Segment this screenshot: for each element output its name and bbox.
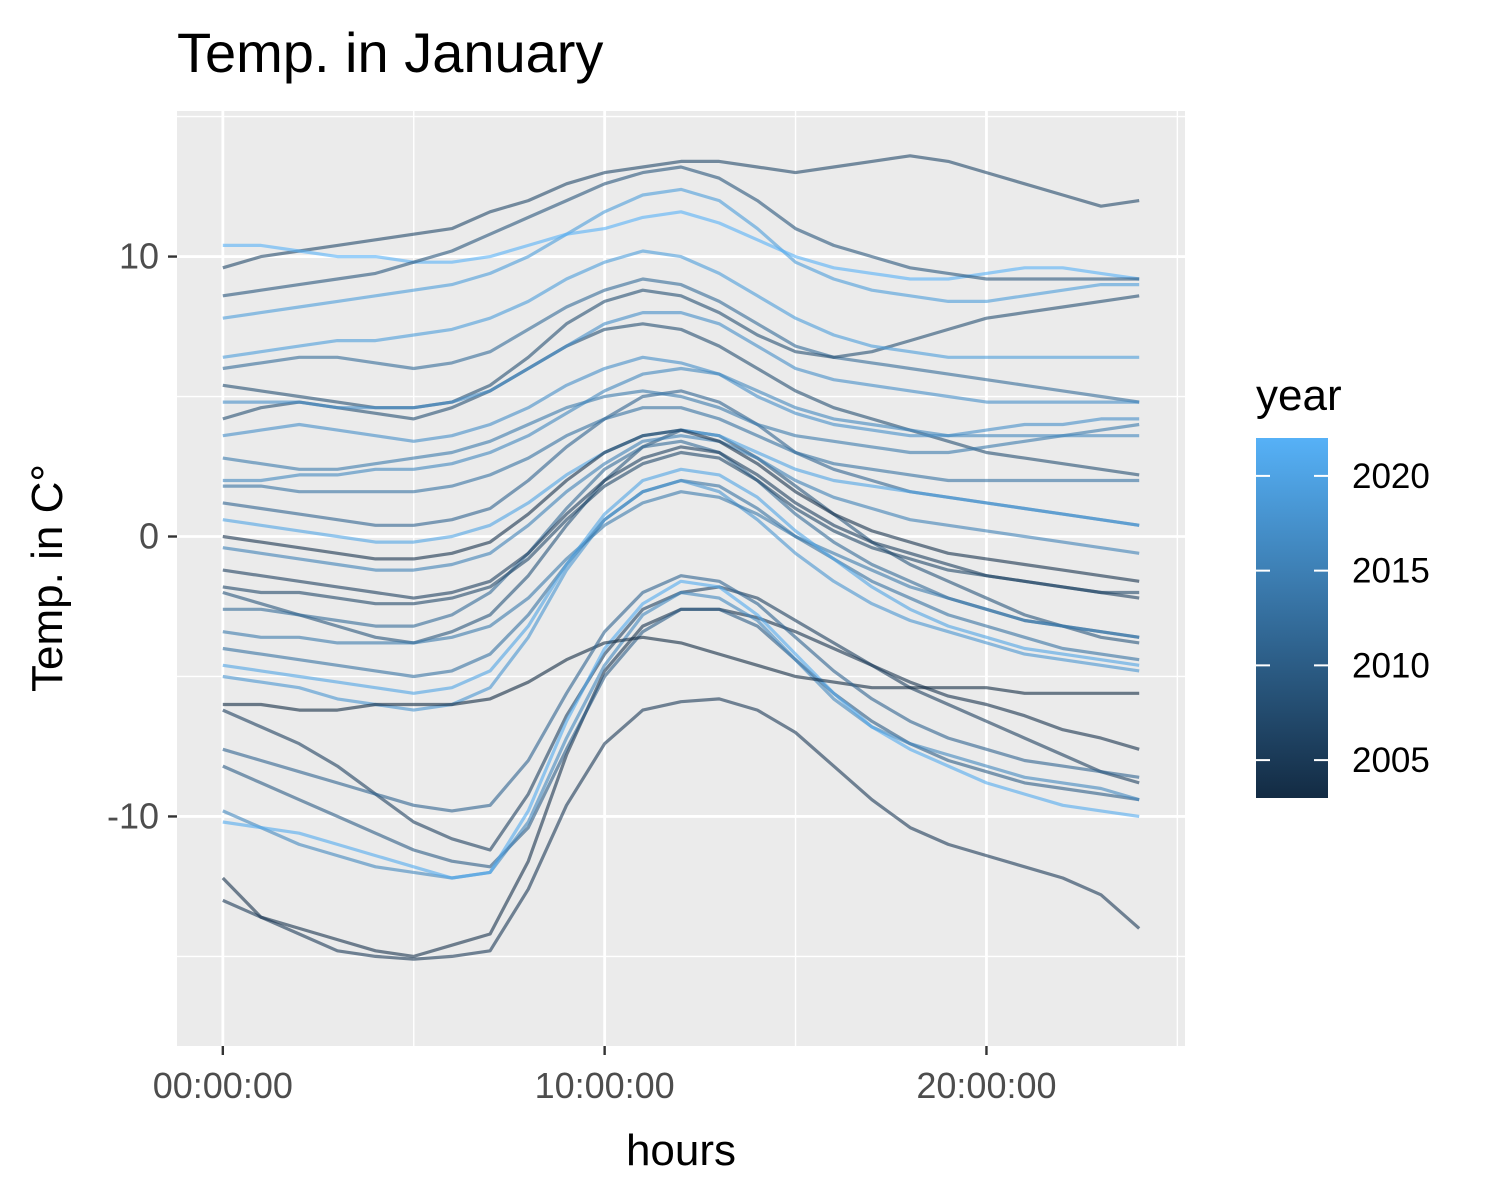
series-line-2022	[222, 210, 1140, 281]
series-line-2003	[222, 635, 1140, 712]
plot-panel	[177, 111, 1185, 1046]
series-line-2010	[222, 607, 1140, 869]
y-tick-label: 0	[139, 516, 159, 557]
series-line-2016	[222, 366, 1140, 483]
y-tick-label: 10	[119, 236, 159, 277]
x-tick-label: 20:00:00	[916, 1065, 1056, 1106]
series-line-2015	[222, 434, 1140, 572]
legend-ticks: 2005 2010 2015 2020	[1256, 457, 1430, 780]
y-axis-title: Temp. in C°	[23, 464, 72, 692]
series-line-2020	[222, 467, 1140, 695]
x-axis: 00:00:00 10:00:00 20:00:00	[153, 1046, 1057, 1106]
series-line-2007	[222, 154, 1140, 270]
legend-tick-label: 2015	[1352, 552, 1430, 591]
y-axis: -10 0 10	[107, 236, 177, 836]
series-line-2009	[222, 165, 1140, 298]
legend-tick-label: 2005	[1352, 741, 1430, 780]
series-line-2014	[222, 389, 1140, 471]
series-lines	[221, 154, 1141, 961]
chart-title: Temp. in January	[177, 21, 603, 84]
series-line-2021	[222, 579, 1140, 880]
y-tick-label: -10	[107, 795, 159, 836]
legend: year 2005 2010 2015 2020	[1256, 371, 1430, 798]
series-line-2007	[222, 450, 1140, 606]
series-line-2011	[222, 574, 1140, 813]
legend-title: year	[1256, 371, 1342, 420]
series-line-2014	[222, 490, 1140, 645]
x-tick-label: 10:00:00	[535, 1065, 675, 1106]
series-line-2004	[222, 428, 1140, 583]
x-axis-title: hours	[626, 1126, 736, 1175]
series-line-2008	[222, 322, 1140, 477]
series-line-2016	[222, 590, 1140, 880]
legend-tick-label: 2010	[1352, 646, 1430, 685]
series-line-2019	[222, 249, 1140, 359]
series-line-2017	[222, 311, 1140, 410]
series-line-2019	[222, 187, 1140, 320]
legend-colorbar	[1256, 438, 1328, 798]
x-tick-label: 00:00:00	[153, 1065, 293, 1106]
legend-tick-label: 2020	[1352, 457, 1430, 496]
series-line-2013	[222, 406, 1140, 494]
series-line-2017	[222, 355, 1140, 443]
series-line-2012	[222, 277, 1140, 404]
series-line-2005	[222, 697, 1141, 961]
